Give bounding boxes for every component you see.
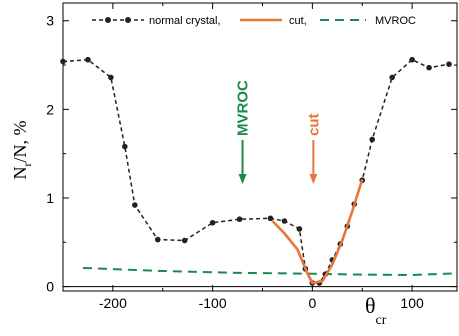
series-line-mvroc xyxy=(82,266,458,277)
data-point-normal-crystal xyxy=(209,219,216,226)
y-tick-label: 1 xyxy=(46,190,54,206)
x-tick-label: 0 xyxy=(308,295,316,311)
legend-label-normal: normal crystal, xyxy=(149,15,221,27)
annotation-arrow-head xyxy=(238,174,247,184)
annotation-label: cut xyxy=(305,113,322,136)
x-tick-label: -200 xyxy=(99,295,127,311)
legend-label-mvroc: MVROC xyxy=(375,15,416,27)
data-point-normal-crystal xyxy=(267,215,274,222)
y-label-sub: r xyxy=(20,163,34,167)
data-point-normal-crystal xyxy=(122,143,128,150)
data-point-normal-crystal xyxy=(181,237,188,244)
y-label-main: N xyxy=(10,167,30,180)
y-axis-label: Nr/N, % xyxy=(10,121,34,180)
annotations: MVROC cut xyxy=(235,80,322,184)
axis-ticks: -200 -100 0 100 0 1 2 3 xyxy=(46,3,457,311)
y-tick-label: 2 xyxy=(46,101,54,117)
data-point-normal-crystal xyxy=(409,56,415,63)
data-point-normal-crystal xyxy=(108,74,114,81)
data-point-normal-crystal xyxy=(132,202,138,208)
x-axis-label: θcr xyxy=(365,293,387,328)
x-label-main: θ xyxy=(365,293,376,318)
data-point-normal-crystal xyxy=(296,226,303,232)
series-layer xyxy=(60,56,458,286)
data-point-normal-crystal xyxy=(426,64,432,71)
data-point-normal-crystal xyxy=(446,61,452,67)
data-point-normal-crystal xyxy=(389,74,395,81)
y-tick-label: 3 xyxy=(46,13,54,29)
plot-frame xyxy=(62,2,458,292)
y-tick-label: 0 xyxy=(46,279,54,295)
data-point-normal-crystal xyxy=(154,236,161,243)
legend-marker-normal xyxy=(125,17,131,23)
legend: normal crystal, cut, MVROC xyxy=(92,15,416,27)
legend-marker-normal xyxy=(105,17,111,23)
series-line-cut xyxy=(271,178,364,285)
x-tick-label: 100 xyxy=(400,295,424,311)
data-point-normal-crystal xyxy=(281,218,288,224)
data-point-normal-crystal xyxy=(85,56,91,63)
x-label-sub: cr xyxy=(376,313,387,328)
annotation-arrow-head xyxy=(309,174,318,184)
data-point-normal-crystal xyxy=(369,136,376,143)
legend-label-cut: cut, xyxy=(289,15,307,27)
annotation-label: MVROC xyxy=(235,80,252,136)
series-line-normal-crystal xyxy=(62,58,450,284)
svg-text:Nr/N, %: Nr/N, % xyxy=(10,121,34,180)
data-point-normal-crystal xyxy=(60,58,66,65)
y-label-rest: /N, % xyxy=(10,121,30,163)
data-point-normal-crystal xyxy=(236,216,243,223)
x-tick-label: -100 xyxy=(199,295,227,311)
